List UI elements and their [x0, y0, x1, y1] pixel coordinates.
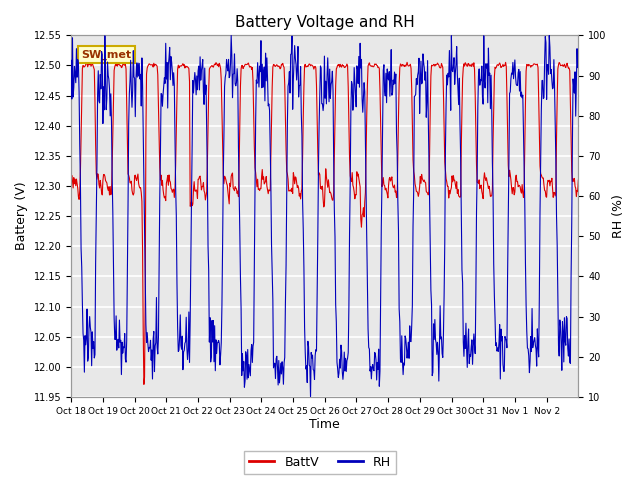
- Y-axis label: RH (%): RH (%): [612, 194, 625, 238]
- Legend: BattV, RH: BattV, RH: [244, 451, 396, 474]
- X-axis label: Time: Time: [309, 419, 340, 432]
- Text: SW_met: SW_met: [81, 50, 131, 60]
- Title: Battery Voltage and RH: Battery Voltage and RH: [235, 15, 415, 30]
- Y-axis label: Battery (V): Battery (V): [15, 182, 28, 251]
